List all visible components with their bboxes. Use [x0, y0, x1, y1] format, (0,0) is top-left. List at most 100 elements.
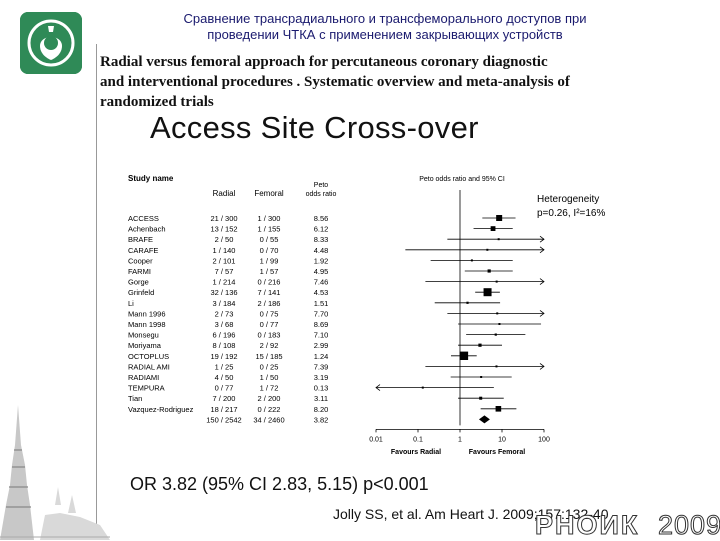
- femoral-events-cell: 0 / 222: [258, 405, 281, 414]
- radial-events-cell: 32 / 136: [210, 288, 237, 297]
- radial-events-cell: 150 / 2542: [206, 415, 241, 424]
- femoral-events-cell: 0 / 25: [260, 362, 279, 371]
- odds-ratio-cell: 2.99: [314, 341, 329, 350]
- favours-radial-label: Favours Radial: [391, 449, 441, 456]
- study-weight-square: [459, 351, 469, 360]
- femoral-events-cell: 0 / 183: [258, 331, 281, 340]
- russian-title-line-2: проведении ЧТКА с применением закрывающи…: [207, 27, 563, 42]
- radial-events-cell: 3 / 68: [215, 320, 234, 329]
- study-name-cell: Gorge: [128, 278, 149, 287]
- study-name-cell: Tian: [128, 394, 142, 403]
- study-name-cell: FARMI: [128, 267, 151, 276]
- x-tick-label: 10: [498, 436, 506, 443]
- radial-events-cell: 19 / 192: [210, 352, 237, 361]
- femoral-events-cell: 0 / 216: [258, 278, 281, 287]
- femoral-events-cell: 1 / 155: [258, 225, 281, 234]
- peto-header-line-2: odds ratio: [306, 191, 337, 198]
- odds-ratio-cell: 1.24: [314, 352, 329, 361]
- odds-ratio-cell: 8.33: [314, 235, 329, 244]
- study-weight-square: [496, 215, 503, 221]
- odds-ratio-cell: 3.82: [314, 415, 329, 424]
- study-weight-square: [494, 333, 497, 336]
- citation: Jolly SS, et al. Am Heart J. 2009;157:13…: [333, 506, 609, 522]
- ci-arrow-right: [539, 235, 545, 243]
- study-name-cell: RADIAMI: [128, 373, 159, 382]
- femoral-events-cell: 0 / 55: [260, 235, 279, 244]
- femoral-events-cell: 1 / 50: [260, 373, 279, 382]
- slide-title: Access Site Cross-over: [150, 110, 479, 145]
- study-weight-square: [495, 280, 498, 283]
- femoral-events-cell: 34 / 2460: [253, 415, 284, 424]
- radial-events-cell: 3 / 184: [213, 299, 236, 308]
- radial-events-cell: 0 / 77: [215, 384, 234, 393]
- study-name-cell: Cooper: [128, 256, 153, 265]
- femoral-events-cell: 1 / 57: [260, 267, 279, 276]
- ci-arrow-right: [539, 246, 545, 254]
- study-name-cell: Mann 1998: [128, 320, 166, 329]
- study-weight-square: [490, 226, 496, 231]
- radial-events-cell: 6 / 196: [213, 331, 236, 340]
- ci-arrow-right: [539, 363, 545, 370]
- english-title-line-3: randomized trials: [100, 94, 214, 110]
- heterogeneity-label: Heterogeneity: [537, 194, 599, 205]
- study-name-cell: BRAFE: [128, 235, 153, 244]
- kremlin-tower-illustration: [0, 405, 110, 540]
- femoral-events-cell: 1 / 72: [260, 384, 279, 393]
- odds-ratio-cell: 0.13: [314, 384, 329, 393]
- ci-arrow-right: [539, 310, 545, 317]
- study-weight-square: [495, 406, 502, 412]
- odds-ratio-cell: 7.10: [314, 331, 329, 340]
- femoral-events-cell: 1 / 99: [260, 256, 279, 265]
- odds-ratio-cell: 1.51: [314, 299, 329, 308]
- brand-name: РНОИК: [534, 510, 640, 541]
- study-name-cell: OCTOPLUS: [128, 352, 169, 361]
- study-name-cell: ACCESS: [128, 214, 159, 223]
- radial-events-cell: 2 / 50: [215, 235, 234, 244]
- odds-ratio-cell: 7.39: [314, 362, 329, 371]
- study-weight-square: [470, 259, 473, 262]
- study-name-cell: Achenbach: [128, 225, 166, 234]
- study-weight-square: [497, 238, 500, 241]
- study-weight-square: [480, 376, 483, 378]
- english-title-line-1: Radial versus femoral approach for percu…: [100, 54, 548, 70]
- radial-column-header: Radial: [213, 189, 236, 198]
- brand-year: 2009: [657, 510, 720, 541]
- study-weight-square: [487, 269, 491, 273]
- femoral-events-cell: 2 / 200: [258, 394, 281, 403]
- radial-events-cell: 1 / 140: [213, 246, 236, 255]
- femoral-events-cell: 1 / 300: [258, 214, 281, 223]
- study-name-cell: Vazquez-Rodriguez: [128, 405, 194, 414]
- study-name-header: Study name: [128, 174, 174, 183]
- odds-ratio-cell: 8.69: [314, 320, 329, 329]
- pooled-estimate-diamond: [478, 415, 490, 424]
- russian-title: Сравнение трансрадиального и трансфемора…: [100, 11, 670, 43]
- femoral-events-cell: 0 / 75: [260, 309, 279, 318]
- odds-ratio-cell: 7.70: [314, 309, 329, 318]
- radial-events-cell: 1 / 214: [213, 278, 236, 287]
- odds-ratio-cell: 3.19: [314, 373, 329, 382]
- odds-ratio-cell: 1.92: [314, 256, 329, 265]
- study-weight-square: [495, 365, 498, 368]
- odds-ratio-cell: 4.95: [314, 267, 329, 276]
- radial-events-cell: 7 / 57: [215, 267, 234, 276]
- heart-emblem-icon: [20, 12, 82, 74]
- radial-events-cell: 2 / 101: [213, 256, 236, 265]
- femoral-events-cell: 0 / 70: [260, 246, 279, 255]
- odds-ratio-cell: 4.53: [314, 288, 329, 297]
- study-weight-square: [478, 343, 482, 347]
- femoral-events-cell: 15 / 185: [255, 352, 282, 361]
- odds-ratio-cell: 8.56: [314, 214, 329, 223]
- femoral-events-cell: 2 / 186: [258, 299, 281, 308]
- radial-events-cell: 8 / 108: [213, 341, 236, 350]
- femoral-events-cell: 7 / 141: [258, 288, 281, 297]
- society-logo: [20, 12, 82, 74]
- x-tick-label: 0.1: [413, 436, 423, 443]
- ci-arrow-left: [375, 384, 381, 391]
- study-name-cell: Li: [128, 299, 134, 308]
- study-name-cell: RADIAL AMI: [128, 362, 170, 371]
- favours-femoral-label: Favours Femoral: [469, 449, 525, 456]
- radial-events-cell: 1 / 25: [215, 362, 234, 371]
- odds-ratio-cell: 8.20: [314, 405, 329, 414]
- radial-events-cell: 18 / 217: [210, 405, 237, 414]
- study-name-cell: Moriyama: [128, 341, 162, 350]
